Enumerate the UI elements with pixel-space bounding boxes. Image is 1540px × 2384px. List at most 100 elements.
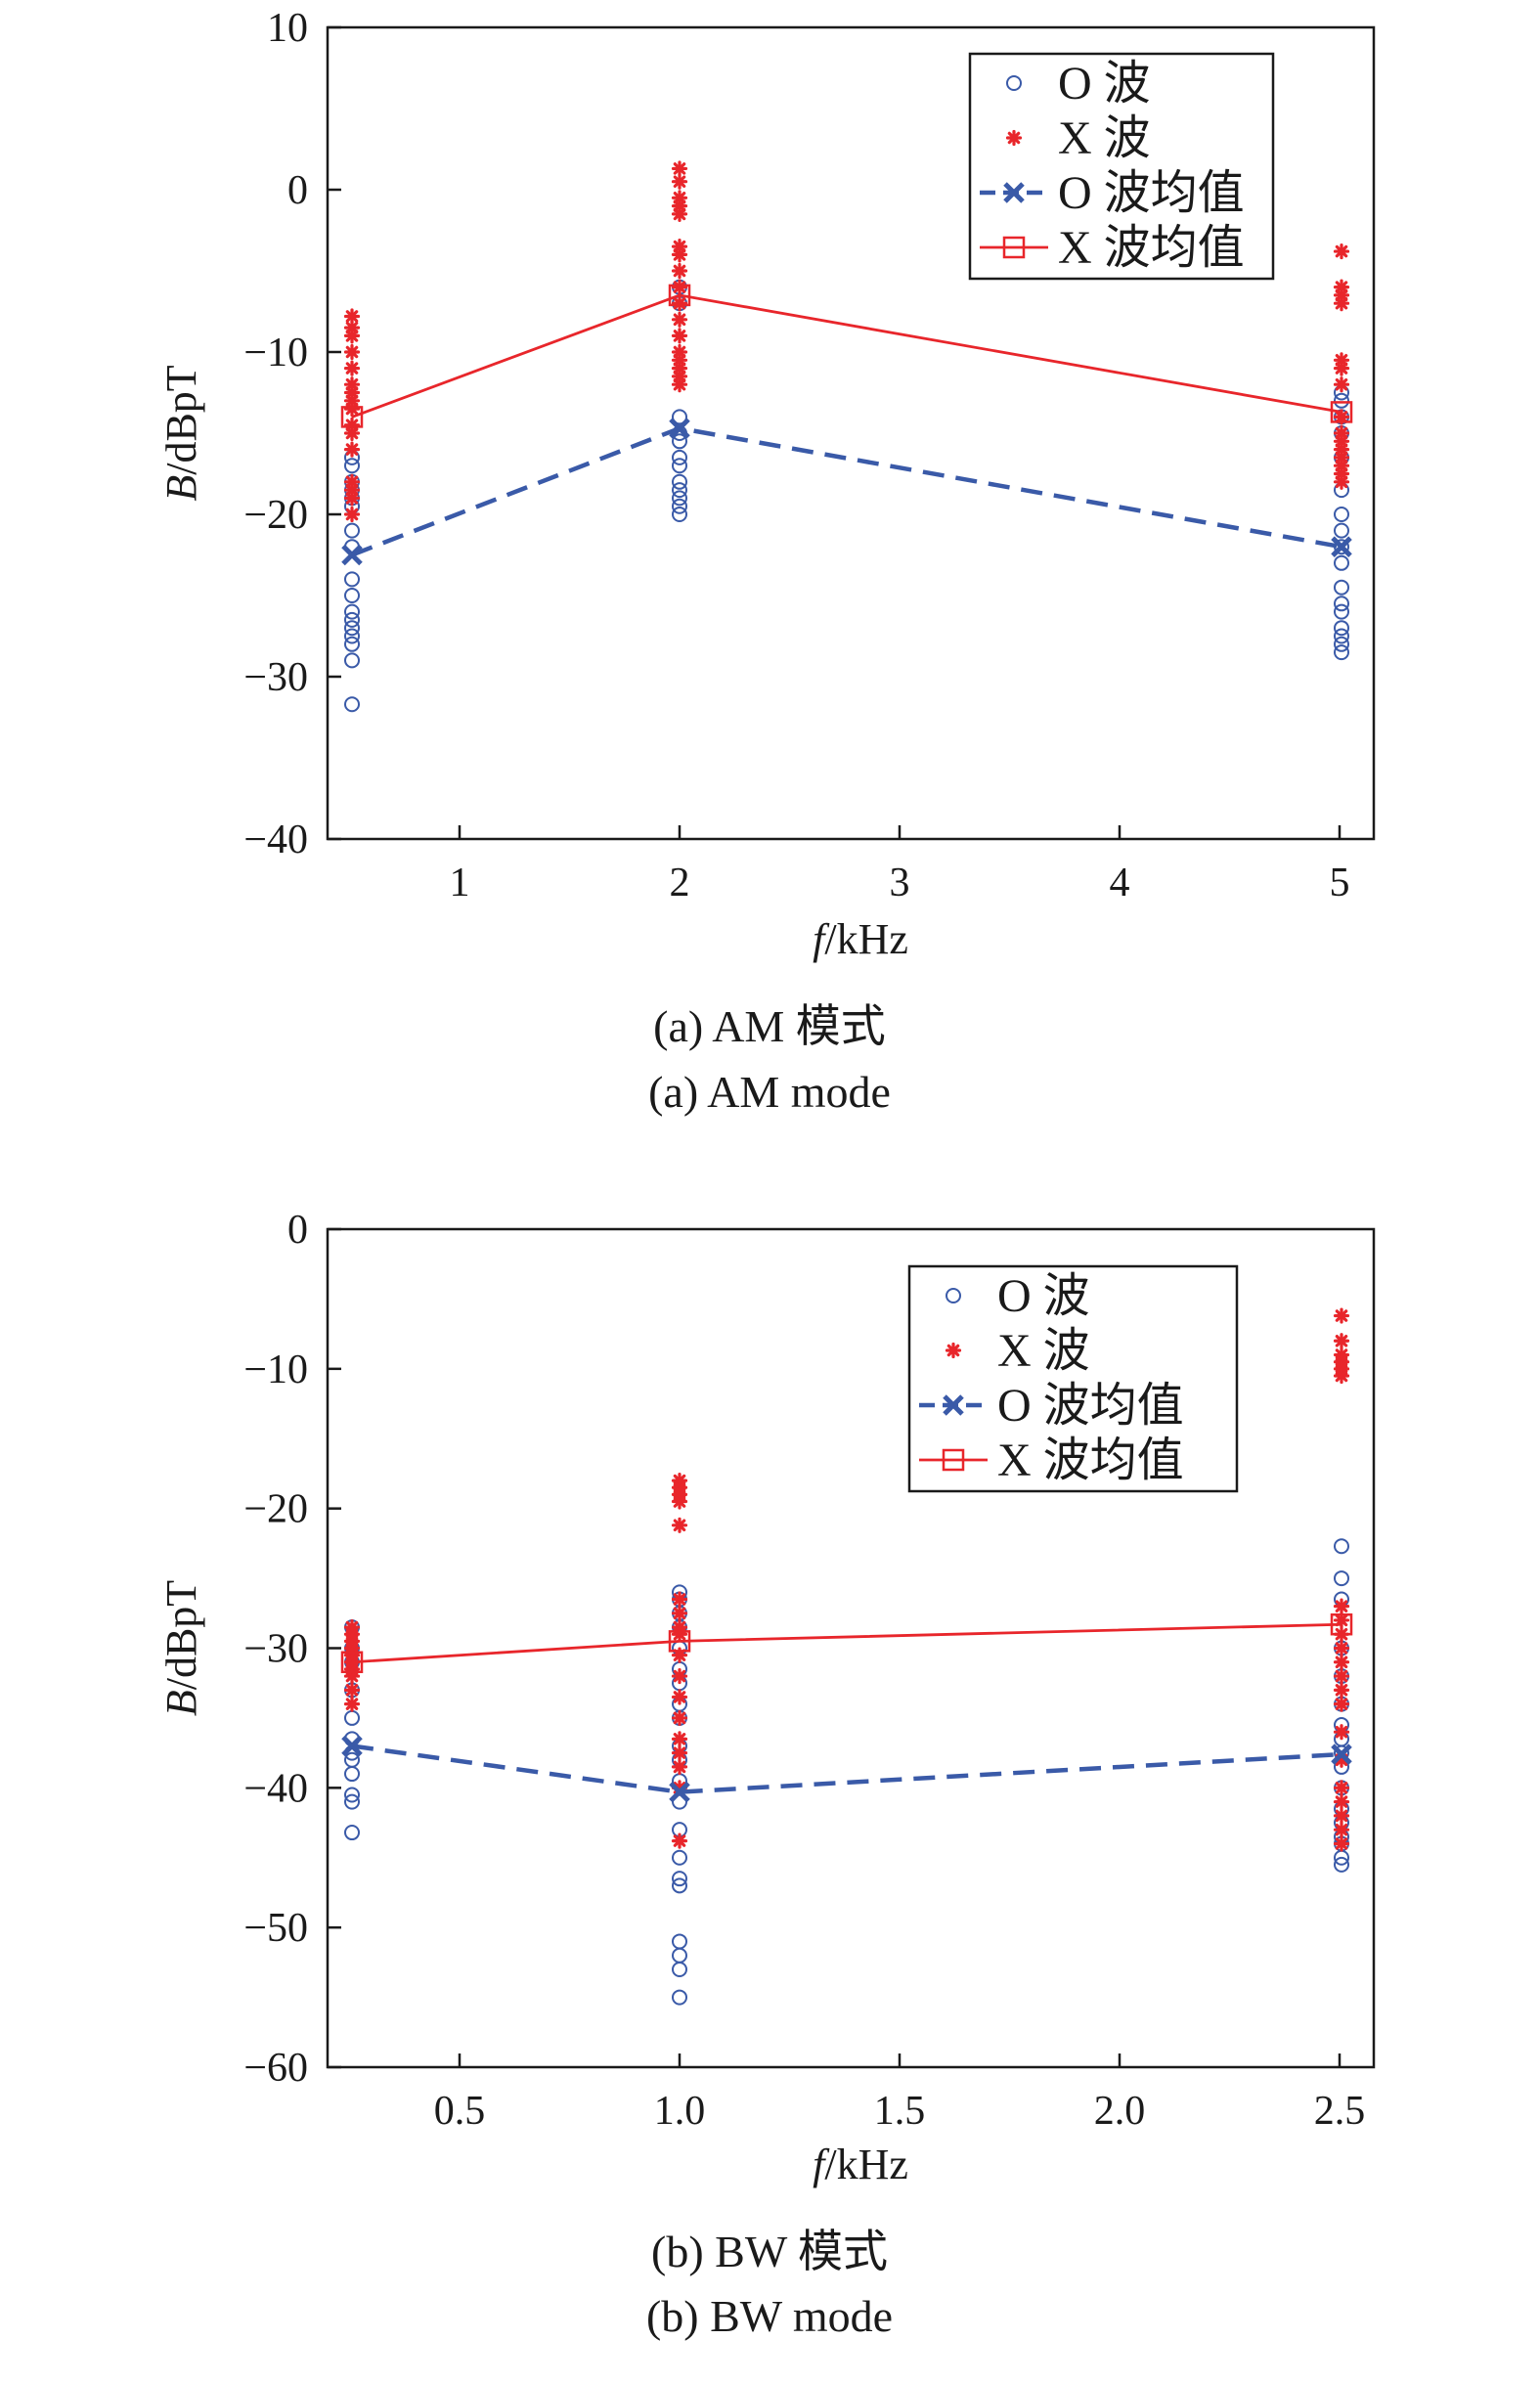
x-wave-point (671, 262, 688, 280)
y-tick-label: −40 (243, 1766, 308, 1811)
o-wave-point (344, 696, 360, 713)
series-scatter-o (344, 1538, 1349, 2006)
legend-marker (942, 1448, 965, 1472)
x-tick-label: 0.5 (434, 2089, 486, 2134)
o-wave-point (344, 603, 360, 620)
x-wave-point (343, 441, 361, 458)
o-wave-point (1334, 1538, 1349, 1555)
o-wave-mean-marker (341, 544, 363, 566)
x-wave-mean-marker (668, 284, 691, 307)
x-wave-point (1333, 1667, 1350, 1685)
series-mean-o (341, 418, 1352, 566)
caption-chinese: (a) AM 模式 (653, 1001, 886, 1051)
legend-label: O 波 (997, 1270, 1090, 1322)
x-tick-label: 2 (670, 861, 690, 905)
o-wave-point (1334, 644, 1349, 661)
chart-panel-bw: 0 −10 −20 −30 −40 −50 −60 0.5 1.0 1.5 2.0 2.5 f/kHz B… (157, 1208, 1376, 2341)
series-mean-x (340, 284, 1353, 428)
o-wave-point (1334, 603, 1349, 620)
o-wave-point (672, 1877, 687, 1894)
o-wave-point (672, 1933, 687, 1950)
x-wave-point (671, 1731, 688, 1747)
legend-item-scatter-o: O 波 (946, 1270, 1090, 1322)
series-mean-o (341, 1735, 1352, 1803)
x-wave-point (1333, 243, 1350, 260)
o-wave-mean-line (351, 425, 1342, 557)
legend-marker (1002, 236, 1026, 259)
y-axis-label: B/dBpT (157, 1580, 205, 1716)
series-scatter-o (344, 279, 1349, 713)
x-wave-point (1005, 129, 1023, 147)
x-wave-mean-line (351, 1622, 1342, 1664)
x-wave-mean-marker (668, 1630, 691, 1653)
o-wave-point (1334, 579, 1349, 596)
o-wave-point (344, 1787, 360, 1803)
y-tick-label: −10 (243, 1347, 308, 1392)
legend-item-scatter-x: X 波 (1005, 112, 1151, 164)
x-wave-point (343, 401, 361, 418)
o-wave-point (672, 1947, 687, 1964)
legend-box (968, 52, 1275, 281)
plot-data (340, 160, 1353, 713)
x-wave-point (1333, 1307, 1350, 1324)
legend-item-mean-x: X 波均值 (980, 222, 1245, 274)
o-wave-point (1334, 628, 1349, 644)
x-wave-mean-marker (340, 1651, 364, 1674)
o-wave-point (344, 620, 360, 637)
x-wave-point (1333, 1654, 1350, 1670)
legend-item-mean-o: O 波均值 (919, 1380, 1184, 1432)
x-tick-label: 4 (1110, 861, 1130, 905)
x-tick-label: 1.5 (874, 2089, 926, 2134)
o-wave-point (344, 628, 360, 644)
x-axis-label: f/kHz (813, 915, 908, 963)
o-wave-point (672, 490, 687, 507)
x-wave-point (671, 1591, 688, 1608)
x-wave-point (671, 311, 688, 328)
o-wave-point (344, 571, 360, 588)
y-tick-label: 0 (287, 168, 308, 213)
x-wave-point (1333, 1780, 1350, 1796)
y-tick-label: −20 (243, 1487, 308, 1532)
x-wave-point (671, 1517, 688, 1533)
x-wave-point (1333, 360, 1350, 376)
x-wave-point (671, 1689, 688, 1705)
x-wave-point (1333, 1333, 1350, 1349)
x-wave-point (671, 1493, 688, 1510)
x-wave-point (671, 328, 688, 344)
x-wave-point (343, 1696, 361, 1712)
plot-frame (326, 25, 1376, 841)
legend-label: X 波均值 (997, 1435, 1184, 1486)
y-axis-label: B/dBpT (157, 365, 205, 501)
o-wave-point (672, 1962, 687, 1978)
legend-marker (1003, 182, 1025, 203)
x-wave-mean-marker (340, 406, 364, 428)
o-wave-point (672, 482, 687, 499)
y-tick-label: −30 (243, 1627, 308, 1672)
x-wave-point (671, 1709, 688, 1727)
x-wave-point (343, 424, 361, 442)
o-wave-point (672, 1871, 687, 1887)
legend-item-mean-x: X 波均值 (919, 1435, 1184, 1486)
x-wave-point (671, 1626, 688, 1643)
o-wave-point (344, 611, 360, 628)
y-tick-label: 10 (267, 6, 308, 51)
x-wave-point (671, 295, 688, 312)
x-wave-point (1333, 1835, 1350, 1852)
x-wave-point (1333, 1682, 1350, 1699)
legend-item-mean-o: O 波均值 (980, 167, 1245, 219)
o-wave-point (946, 1288, 961, 1303)
o-wave-point (1334, 596, 1349, 612)
x-wave-point (1333, 1598, 1350, 1614)
x-wave-mean-line (351, 293, 1342, 419)
o-wave-point (1334, 1570, 1349, 1587)
x-wave-point (1333, 1807, 1350, 1825)
o-wave-point (344, 1766, 360, 1783)
x-wave-point (343, 506, 361, 523)
x-wave-point (1333, 1724, 1350, 1741)
x-wave-point (1333, 1793, 1350, 1810)
series-scatter-x (343, 160, 1350, 523)
x-wave-point (343, 343, 361, 361)
o-wave-point (1006, 75, 1022, 91)
o-wave-point (1334, 554, 1349, 571)
